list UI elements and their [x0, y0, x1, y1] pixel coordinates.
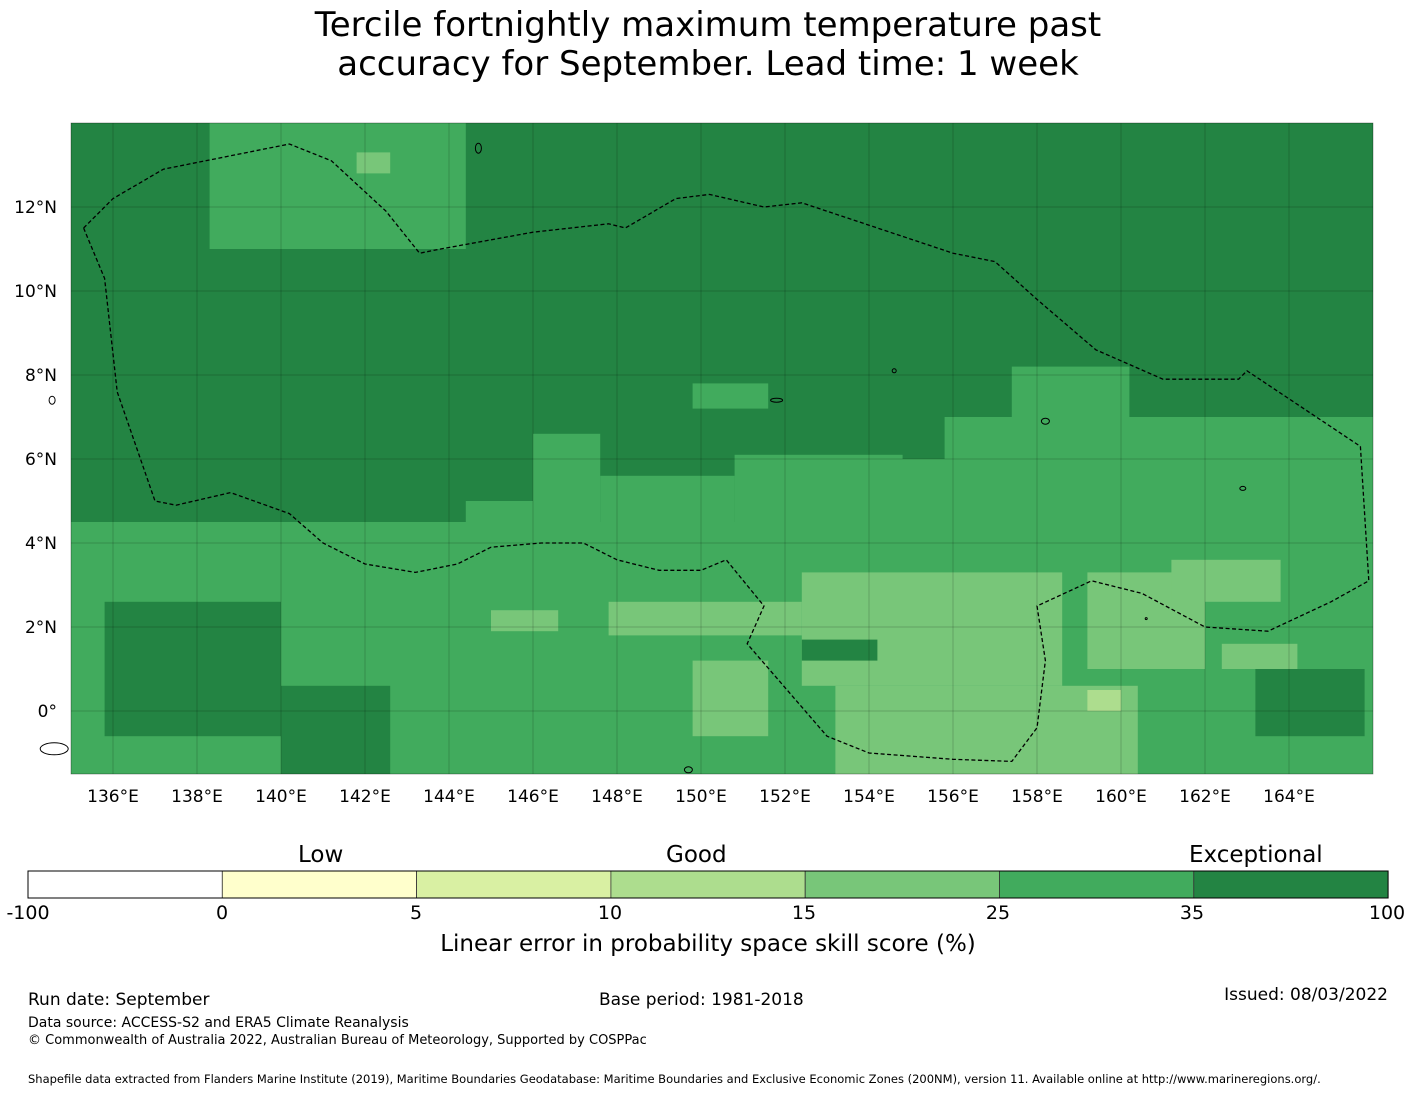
island-outline: [474, 142, 482, 154]
colorbar-tick: 100: [1368, 902, 1406, 924]
skill-cell: [465, 501, 533, 522]
run-date: Run date: September: [28, 990, 210, 1010]
skill-cell: [356, 152, 391, 174]
colorbar-tick: 5: [409, 902, 423, 924]
colorbar-label-good: Good: [666, 842, 727, 868]
colorbar-bin: [804, 870, 1000, 899]
colorbar-label-low: Low: [298, 842, 344, 868]
colorbar-frame: [27, 870, 1389, 899]
island-outline: [770, 397, 784, 403]
skill-cell: [734, 459, 1373, 522]
skill-cell: [692, 660, 769, 737]
y-tick-label: 8°N: [25, 366, 57, 386]
eez-boundary-line: [83, 143, 1370, 763]
x-tick-label: 164°E: [1263, 787, 1315, 807]
x-tick-label: 160°E: [1095, 787, 1147, 807]
x-tick-label: 150°E: [675, 787, 727, 807]
x-tick-label: 158°E: [1011, 787, 1063, 807]
skill-cell: [491, 610, 559, 632]
base-period: Base period: 1981-2018: [599, 990, 804, 1010]
colorbar-tick: 25: [985, 902, 1011, 924]
colorbar-tick: 0: [215, 902, 229, 924]
skill-cell: [281, 685, 391, 774]
colorbar-bin: [27, 870, 223, 899]
skill-cell: [1255, 669, 1365, 737]
x-tick-label: 148°E: [591, 787, 643, 807]
x-tick-label: 146°E: [507, 787, 559, 807]
colorbar-label-exceptional: Exceptional: [1189, 842, 1323, 868]
x-tick-label: 136°E: [87, 787, 139, 807]
colorbar-tick: 10: [597, 902, 623, 924]
issued-date: Issued: 08/03/2022: [1224, 985, 1388, 1005]
x-tick-label: 162°E: [1179, 787, 1231, 807]
title-line-2: accuracy for September. Lead time: 1 wee…: [337, 44, 1079, 84]
skill-cell: [1171, 559, 1281, 602]
colorbar-tick: 15: [791, 902, 817, 924]
copyright: © Commonwealth of Australia 2022, Austra…: [28, 1033, 647, 1048]
skill-cell: [801, 639, 878, 661]
island-outline: [1239, 485, 1247, 491]
data-source: Data source: ACCESS-S2 and ERA5 Climate …: [28, 1015, 409, 1031]
y-tick-label: 4°N: [25, 534, 57, 554]
y-tick-label: 0°: [38, 702, 57, 722]
skill-cell: [104, 601, 281, 737]
skill-cell: [801, 572, 1063, 686]
island-outline: [1040, 417, 1050, 425]
skill-cell: [533, 433, 601, 522]
colorbar-tick: -100: [6, 902, 50, 924]
x-tick-label: 156°E: [927, 787, 979, 807]
title-line-1: Tercile fortnightly maximum temperature …: [314, 5, 1102, 45]
skill-cell: [1011, 366, 1130, 417]
island-outline: [683, 766, 693, 774]
colorbar-axis-label: Linear error in probability space skill …: [440, 931, 976, 957]
y-tick-label: 2°N: [25, 618, 57, 638]
x-tick-label: 144°E: [423, 787, 475, 807]
colorbar-bin: [610, 870, 806, 899]
skill-cell: [600, 475, 735, 522]
map-frame: [70, 122, 1374, 775]
x-tick-label: 142°E: [339, 787, 391, 807]
colorbar-bin: [221, 870, 418, 899]
island-outline: [1144, 617, 1148, 621]
skill-cell: [692, 383, 769, 409]
skill-cell: [1087, 690, 1121, 711]
skill-cell: [944, 417, 1373, 459]
x-tick-label: 138°E: [171, 787, 223, 807]
x-tick-label: 140°E: [255, 787, 307, 807]
y-tick-label: 10°N: [14, 282, 57, 302]
shapefile-credit: Shapefile data extracted from Flanders M…: [28, 1072, 1321, 1086]
skill-cell: [734, 454, 903, 459]
skill-cell: [1221, 643, 1298, 669]
chart-title: Tercile fortnightly maximum temperature …: [0, 6, 1416, 84]
island-outline: [39, 742, 69, 756]
colorbar-bin: [1193, 870, 1389, 899]
x-tick-label: 154°E: [843, 787, 895, 807]
y-tick-label: 6°N: [25, 450, 57, 470]
island-outline: [891, 368, 897, 374]
skill-cell: [608, 601, 802, 636]
island-outline: [48, 395, 56, 405]
x-tick-label: 152°E: [759, 787, 811, 807]
colorbar-tick: 35: [1179, 902, 1205, 924]
colorbar-bin: [999, 870, 1195, 899]
skill-cell: [209, 123, 466, 249]
colorbar-bin: [416, 870, 612, 899]
y-tick-label: 12°N: [14, 198, 57, 218]
